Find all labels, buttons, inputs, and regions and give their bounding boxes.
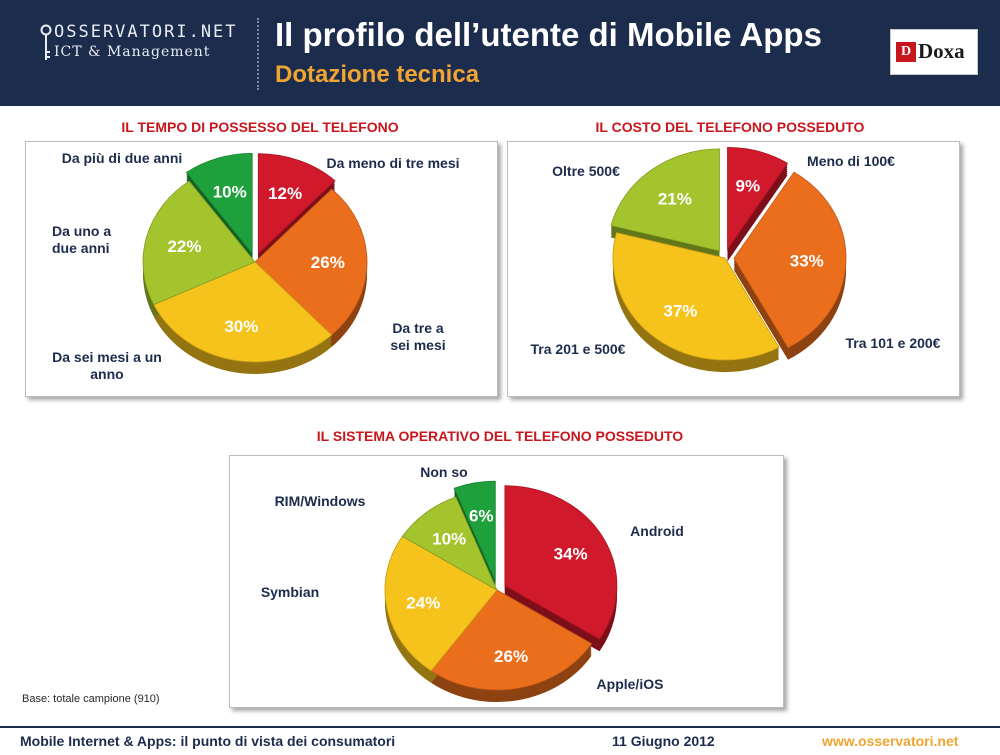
chart1-slice-3-value-label: 30%: [224, 317, 258, 336]
chart2-slice-1-category-label: Meno di 100€: [807, 153, 895, 169]
chart1-slice-1-value-label: 12%: [268, 184, 302, 203]
footer-title: Mobile Internet & Apps: il punto di vist…: [20, 733, 396, 749]
logo-subtitle: ICT & Management: [54, 44, 211, 60]
chart2-slice-3: [612, 232, 780, 361]
chart1-slice-2-value-label: 26%: [311, 253, 345, 272]
chart1-slice-1-category-label: Da meno di tre mesi: [326, 155, 459, 171]
footer-date: 11 Giugno 2012: [612, 733, 715, 749]
chart1-slice-4: [142, 180, 256, 306]
chart3-slice-1-category-label: Android: [630, 523, 684, 539]
chart-2-title: IL COSTO DEL TELEFONO POSSEDUTO: [595, 119, 865, 135]
logo-name: OSSERVATORI.NET: [54, 22, 238, 42]
chart1-slice-5-category-label: Da più di due anni: [62, 150, 183, 166]
chart3-slice-3: [384, 535, 498, 672]
chart3-slice-1-value-label: 34%: [554, 544, 588, 563]
key-icon: [40, 24, 52, 60]
chart2-slice-2-category-label: Tra 101 e 200€: [846, 335, 941, 351]
chart2-slice-3-value-label: 37%: [663, 301, 697, 320]
chart3-slice-3-category-label: Symbian: [261, 584, 319, 600]
page-subtitle: Dotazione tecnica: [275, 61, 480, 88]
footer-divider: [0, 726, 1000, 728]
chart1-slice-4-value-label: 22%: [167, 237, 201, 256]
chart2-slice-3-category-label: Tra 201 e 500€: [531, 341, 626, 357]
chart3-slice-5: [453, 480, 496, 582]
chart1-slice-4-category-label: Da uno a due anni: [52, 223, 111, 256]
chart3-slice-4-value-label: 10%: [432, 529, 466, 548]
chart1-slice-2-category-label: Da tre a sei mesi: [390, 320, 445, 353]
chart2-slice-4-category-label: Oltre 500€: [552, 163, 620, 179]
header-bar: OSSERVATORI.NET ICT & Management Il prof…: [0, 0, 1000, 106]
chart1-slice-3-category-label: Da sei mesi a un anno: [52, 349, 162, 382]
header-divider: [257, 18, 259, 90]
chart-1-title: IL TEMPO DI POSSESSO DEL TELEFONO: [121, 119, 399, 135]
chart3-slice-2: [430, 589, 593, 691]
chart3-slice-5-value-label: 6%: [469, 506, 494, 525]
base-note: Base: totale campione (910): [22, 693, 160, 705]
chart2-slice-4-value-label: 21%: [658, 190, 692, 209]
chart1-slice-3: [153, 261, 333, 363]
chart1-slice-5-value-label: 10%: [213, 183, 247, 202]
chart1-slice-2: [254, 188, 368, 336]
chart2-slice-2-value-label: 33%: [790, 251, 824, 270]
doxa-logo: D Doxa: [890, 29, 978, 75]
chart3-slice-3-value-label: 24%: [406, 594, 440, 613]
chart3-slice-5-category-label: Non so: [420, 464, 467, 480]
chart-3-title: IL SISTEMA OPERATIVO DEL TELEFONO POSSED…: [316, 428, 684, 444]
chart1-slice-5: [185, 152, 253, 255]
osservatori-logo: OSSERVATORI.NET ICT & Management: [40, 18, 238, 88]
chart1-slice-1: [257, 153, 336, 255]
chart2-slice-1: [727, 146, 789, 251]
chart3-slice-2-category-label: Apple/iOS: [597, 676, 664, 692]
chart2-slice-4: [610, 148, 720, 252]
chart3-slice-1: [504, 485, 618, 640]
chart3-slice-4: [401, 496, 498, 591]
doxa-logo-text: Doxa: [918, 39, 965, 63]
chart3-slice-4-category-label: RIM/Windows: [275, 493, 366, 509]
chart3-slice-2-value-label: 26%: [494, 647, 528, 666]
page-title: Il profilo dell’utente di Mobile Apps: [275, 16, 822, 53]
chart2-slice-2: [733, 171, 847, 349]
chart2-slice-1-value-label: 9%: [736, 177, 761, 196]
footer-url[interactable]: www.osservatori.net: [822, 733, 959, 749]
doxa-mark-icon: D: [896, 42, 916, 62]
